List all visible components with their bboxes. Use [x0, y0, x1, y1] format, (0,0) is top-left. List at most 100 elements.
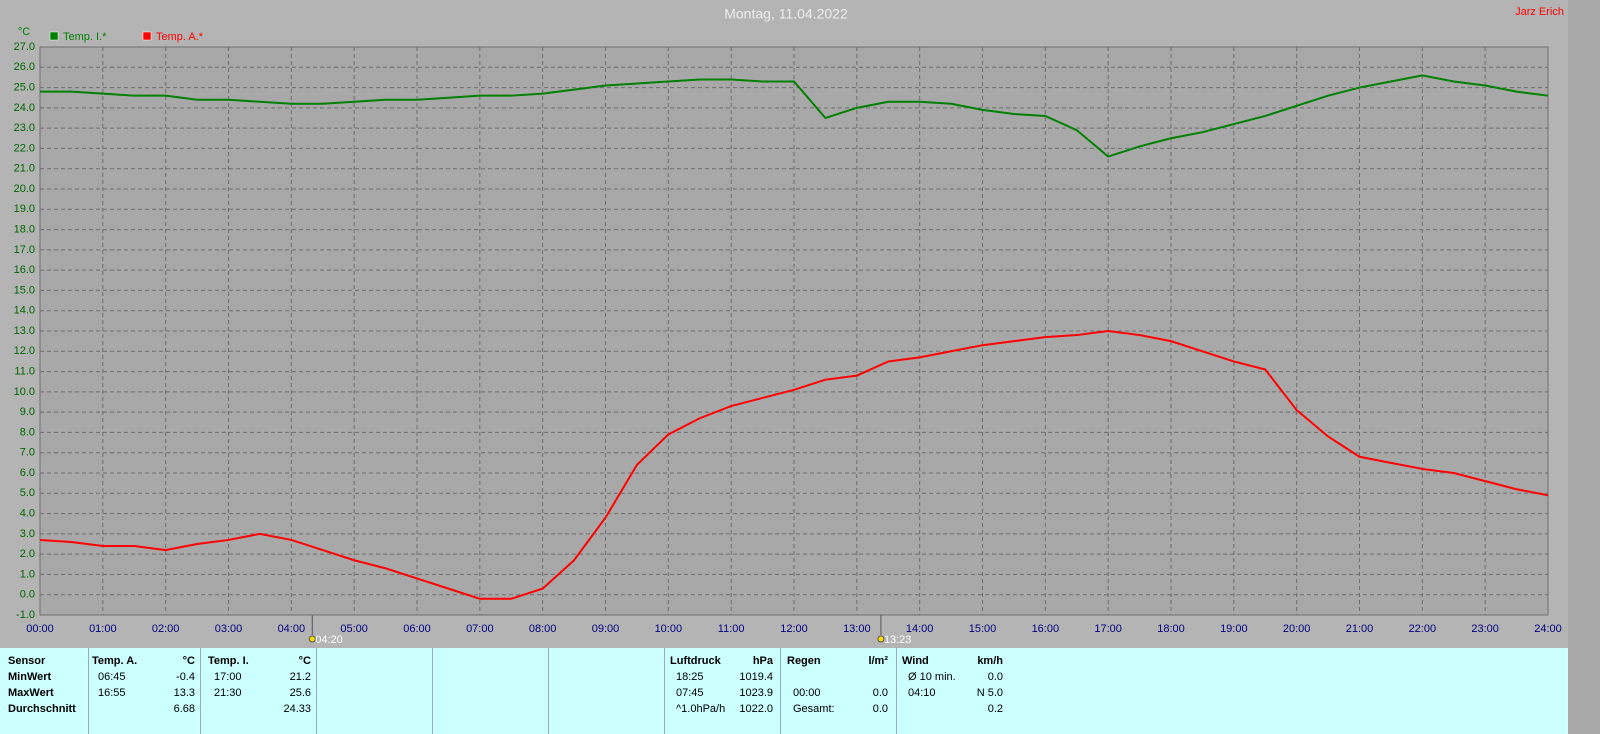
y-tick-label: 13.0 — [14, 325, 35, 337]
table-cell: MinWert — [8, 671, 52, 683]
table-cell: 06:45 — [98, 671, 126, 683]
y-tick-label: 20.0 — [14, 183, 35, 195]
table-cell: °C — [182, 655, 195, 667]
series-line — [39, 329, 1549, 600]
table-cell: Durchschnitt — [8, 703, 76, 715]
x-tick-label: 16:00 — [1032, 623, 1060, 635]
divider — [88, 648, 89, 734]
x-tick-label: 00:00 — [26, 623, 54, 635]
x-tick-label: 18:00 — [1157, 623, 1185, 635]
y-tick-label: 21.0 — [14, 163, 35, 175]
divider — [316, 648, 317, 734]
x-tick-label: 23:00 — [1471, 623, 1499, 635]
table-cell: °C — [298, 655, 311, 667]
table-cell: 25.6 — [289, 687, 311, 699]
x-tick-label: 24:00 — [1534, 623, 1562, 635]
y-tick-label: 14.0 — [14, 305, 35, 317]
table-cell: 21.2 — [289, 671, 311, 683]
y-tick-label: 24.0 — [14, 102, 35, 114]
table-cell: 6.68 — [173, 703, 195, 715]
y-tick-label: 8.0 — [20, 426, 35, 438]
table-cell: 1023.9 — [739, 687, 773, 699]
x-tick-label: 05:00 — [340, 623, 368, 635]
table-cell: Luftdruck — [670, 655, 721, 667]
y-tick-label: 19.0 — [14, 203, 35, 215]
x-tick-label: 02:00 — [152, 623, 180, 635]
x-tick-label: 08:00 — [529, 623, 557, 635]
table-cell: l/m² — [868, 655, 888, 667]
y-tick-label: 9.0 — [20, 406, 35, 418]
y-tick-label: 3.0 — [20, 528, 35, 540]
sun-marker-label: 04:20 — [315, 634, 343, 646]
table-cell: Sensor — [8, 655, 46, 667]
table-cell: 0.0 — [987, 671, 1003, 683]
legend-swatch — [142, 31, 152, 41]
x-tick-label: 01:00 — [89, 623, 117, 635]
sun-icon — [308, 635, 316, 643]
legend-label: Temp. A.* — [156, 31, 204, 43]
x-tick-label: 20:00 — [1283, 623, 1311, 635]
table-cell: ^1.0hPa/h — [676, 703, 726, 715]
series-line — [40, 74, 1549, 158]
table-cell: 18:25 — [676, 671, 704, 683]
y-tick-label: 27.0 — [14, 41, 35, 53]
table-cell: 0.0 — [872, 687, 888, 699]
table-cell: 1019.4 — [739, 671, 773, 683]
legend-swatch — [49, 31, 59, 41]
y-tick-label: 12.0 — [14, 345, 35, 357]
y-tick-label: 18.0 — [14, 223, 35, 235]
table-cell: MaxWert — [8, 687, 54, 699]
y-tick-label: 15.0 — [14, 284, 35, 296]
y-tick-label: 4.0 — [20, 507, 35, 519]
table-cell: N 5.0 — [976, 687, 1003, 699]
table-cell: 13.3 — [173, 687, 195, 699]
y-tick-label: 0.0 — [20, 589, 35, 601]
y-tick-label: 6.0 — [20, 467, 35, 479]
x-tick-label: 19:00 — [1220, 623, 1248, 635]
table-cell: Gesamt: — [793, 703, 835, 715]
x-tick-label: 09:00 — [592, 623, 620, 635]
table-cell: 1022.0 — [739, 703, 773, 715]
table-cell: 0.0 — [872, 703, 888, 715]
y-tick-label: 23.0 — [14, 122, 35, 134]
x-tick-label: 21:00 — [1346, 623, 1374, 635]
table-cell: 21:30 — [214, 687, 242, 699]
author: Jarz Erich — [1515, 6, 1564, 18]
y-unit: °C — [18, 26, 30, 38]
divider — [780, 648, 781, 734]
sun-icon — [877, 635, 885, 643]
table-cell: 24.33 — [283, 703, 311, 715]
chart-title: Montag, 11.04.2022 — [724, 6, 848, 22]
table-cell: 04:10 — [908, 687, 936, 699]
y-tick-label: 11.0 — [14, 365, 35, 377]
table-cell: km/h — [977, 655, 1003, 667]
table-cell: Ø 10 min. — [908, 671, 956, 683]
y-tick-label: 25.0 — [14, 81, 35, 93]
table-cell: 00:00 — [793, 687, 821, 699]
x-tick-label: 11:00 — [718, 623, 745, 635]
y-tick-label: 2.0 — [20, 548, 35, 560]
divider — [664, 648, 665, 734]
divider — [548, 648, 549, 734]
table-cell: 17:00 — [214, 671, 242, 683]
stats-table: Sensor MinWert MaxWert Durchschnitt Temp. A.… — [0, 648, 1568, 734]
y-tick-label: 16.0 — [14, 264, 35, 276]
y-tick-label: 5.0 — [20, 487, 35, 499]
divider — [432, 648, 433, 734]
divider — [200, 648, 201, 734]
table-cell: Temp. A. — [92, 655, 138, 667]
x-tick-label: 15:00 — [969, 623, 997, 635]
table-cell: 0.2 — [987, 703, 1003, 715]
x-tick-label: 07:00 — [466, 623, 494, 635]
x-tick-label: 12:00 — [780, 623, 808, 635]
table-cell: 16:55 — [98, 687, 126, 699]
x-tick-label: 22:00 — [1409, 623, 1437, 635]
y-tick-label: 17.0 — [14, 244, 35, 256]
table-cell: Regen — [787, 655, 821, 667]
x-tick-label: 03:00 — [215, 623, 243, 635]
x-tick-label: 13:00 — [843, 623, 871, 635]
x-tick-label: 06:00 — [403, 623, 431, 635]
y-tick-label: 7.0 — [20, 447, 35, 459]
y-tick-label: 26.0 — [14, 61, 35, 73]
